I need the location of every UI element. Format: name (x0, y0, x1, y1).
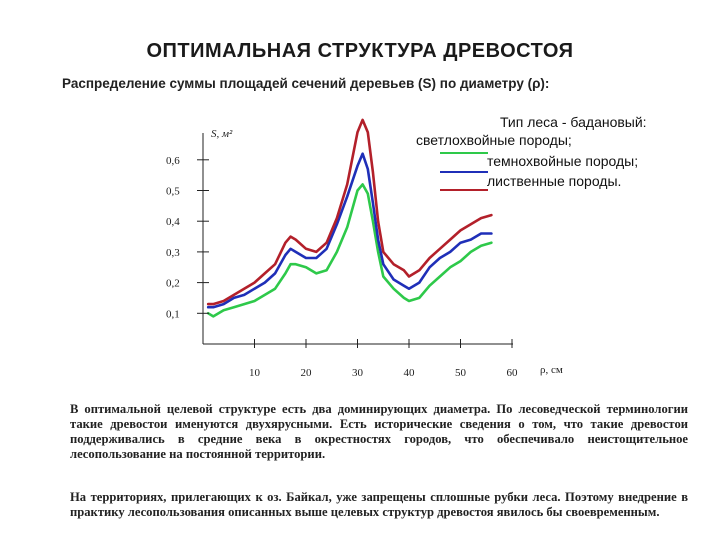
y-tick-label: 0,6 (166, 155, 180, 167)
y-tick-label: 0,5 (166, 186, 180, 198)
series-dark-conifers (206, 152, 493, 309)
legend-swatch-light-conifers (440, 152, 488, 154)
x-tick-label: 40 (404, 367, 416, 379)
legend-swatch-dark-conifers (440, 171, 488, 173)
x-tick-label: 20 (301, 367, 313, 379)
series-deciduous (206, 118, 493, 306)
legend-label-dark-conifers: темнохвойные породы; (487, 153, 639, 169)
legend-swatch-deciduous (440, 189, 488, 191)
legend-label-deciduous: лиственные породы. (487, 173, 622, 189)
y-tick-label: 0,2 (166, 278, 180, 290)
page-title: ОПТИМАЛЬНАЯ СТРУКТУРА ДРЕВОСТОЯ (146, 40, 574, 62)
chart-subtitle: Распределение суммы площадей сечений дер… (62, 76, 550, 91)
x-tick-label: 50 (455, 367, 467, 379)
y-tick-label: 0,4 (166, 216, 180, 228)
legend-label-light-conifers: светлохвойные породы; (416, 132, 572, 148)
x-tick-label: 60 (507, 367, 519, 379)
legend-title: Тип леса - бадановый: (500, 114, 647, 130)
x-tick-label: 10 (249, 367, 261, 379)
y-tick-label: 0,3 (166, 247, 180, 259)
paragraph-baikal: На территориях, прилегающих к оз. Байкал… (70, 490, 688, 519)
series-light-conifers (206, 183, 493, 318)
x-axis-label: ρ, см (540, 364, 563, 376)
y-axis-label: S, м² (211, 128, 233, 140)
x-tick-label: 30 (352, 367, 364, 379)
y-tick-label: 0,1 (166, 308, 180, 320)
paragraph-two-tier-stands: В оптимальной целевой структуре есть два… (70, 402, 688, 461)
